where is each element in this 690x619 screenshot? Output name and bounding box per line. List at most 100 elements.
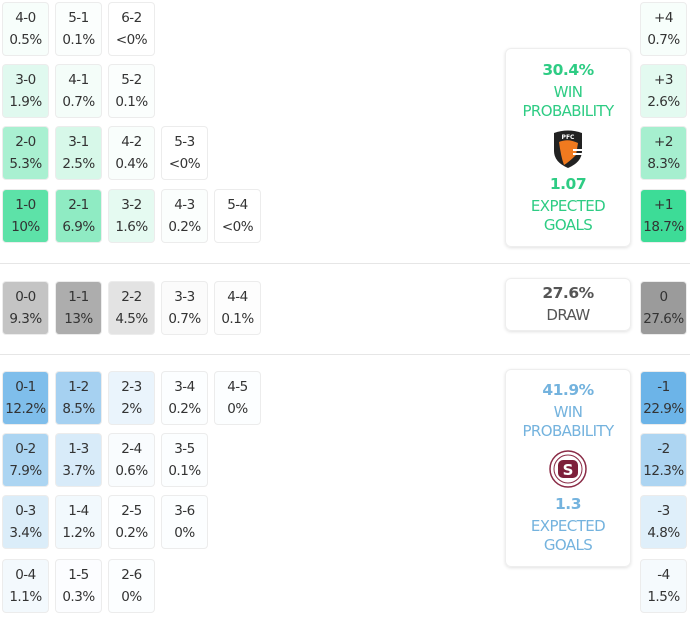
- cell-pct: 1.5%: [647, 589, 680, 605]
- scoreline-cell: 3-0 1.9%: [2, 64, 49, 118]
- cell-pct: 0.1%: [62, 32, 95, 48]
- cell-pct: 1.6%: [115, 219, 148, 235]
- cell-pct: 0.1%: [221, 311, 254, 327]
- cell-score: 3-6: [174, 503, 195, 519]
- scoreline-cell: 1-1 13%: [55, 281, 102, 335]
- cell-pct: 12.2%: [5, 401, 46, 417]
- goal-margin-cell: -2 12.3%: [640, 433, 687, 487]
- cell-pct: 9.3%: [9, 311, 42, 327]
- cell-pct: 0%: [121, 589, 142, 605]
- cell-pct: 1.1%: [9, 589, 42, 605]
- scoreline-cell: 4-5 0%: [214, 371, 261, 425]
- scoreline-cell: 1-2 8.5%: [55, 371, 102, 425]
- cell-pct: 6.9%: [62, 219, 95, 235]
- scoreline-cell: 5-3 <0%: [161, 126, 208, 180]
- scoreline-cell: 4-1 0.7%: [55, 64, 102, 118]
- scoreline-cell: 3-4 0.2%: [161, 371, 208, 425]
- away-team-logo-icon: S: [549, 450, 587, 488]
- scoreline-cell: 5-2 0.1%: [108, 64, 155, 118]
- cell-score: +2: [654, 134, 673, 150]
- cell-score: 6-2: [121, 10, 142, 26]
- cell-score: -2: [657, 441, 670, 457]
- cell-pct: 0.3%: [62, 589, 95, 605]
- cell-pct: 2%: [121, 401, 142, 417]
- cell-score: 2-4: [121, 441, 142, 457]
- cell-score: 5-3: [174, 134, 195, 150]
- scoreline-cell: 5-4 <0%: [214, 189, 261, 243]
- scoreline-cell: 2-4 0.6%: [108, 433, 155, 487]
- scoreline-cell: 4-2 0.4%: [108, 126, 155, 180]
- cell-score: 2-5: [121, 503, 142, 519]
- cell-score: 4-5: [227, 379, 248, 395]
- draw-label: DRAW: [546, 306, 590, 324]
- cell-score: -3: [657, 503, 670, 519]
- cell-pct: <0%: [168, 156, 201, 172]
- cell-score: 1-2: [68, 379, 89, 395]
- goal-margin-cell: -4 1.5%: [640, 559, 687, 613]
- cell-pct: 7.9%: [9, 463, 42, 479]
- scoreline-cell: 3-2 1.6%: [108, 189, 155, 243]
- cell-score: 5-1: [68, 10, 89, 26]
- scoreline-cell: 0-3 3.4%: [2, 495, 49, 549]
- goal-margin-cell: +2 8.3%: [640, 126, 687, 180]
- divider: [0, 263, 690, 264]
- cell-pct: 0.5%: [9, 32, 42, 48]
- scoreline-cell: 0-0 9.3%: [2, 281, 49, 335]
- cell-pct: 0.2%: [168, 401, 201, 417]
- scoreline-cell: 2-0 5.3%: [2, 126, 49, 180]
- cell-pct: 1.9%: [9, 94, 42, 110]
- cell-score: 4-4: [227, 289, 248, 305]
- cell-score: 0-1: [15, 379, 36, 395]
- cell-pct: 27.6%: [643, 311, 684, 327]
- cell-pct: 12.3%: [643, 463, 684, 479]
- scoreline-cell: 1-4 1.2%: [55, 495, 102, 549]
- cell-score: 2-1: [68, 197, 89, 213]
- cell-pct: 3.7%: [62, 463, 95, 479]
- cell-score: 3-2: [121, 197, 142, 213]
- home-win-pct: 30.4%: [542, 60, 594, 79]
- cell-score: 1-4: [68, 503, 89, 519]
- cell-pct: 4.8%: [647, 525, 680, 541]
- cell-score: 5-2: [121, 72, 142, 88]
- cell-pct: 3.4%: [9, 525, 42, 541]
- goal-margin-cell: +3 2.6%: [640, 64, 687, 118]
- cell-score: -1: [657, 379, 670, 395]
- cell-score: -4: [657, 567, 670, 583]
- cell-score: 1-1: [68, 289, 89, 305]
- cell-score: 1-3: [68, 441, 89, 457]
- cell-score: 2-0: [15, 134, 36, 150]
- svg-text:PFC: PFC: [562, 134, 575, 141]
- away-xg-label: EXPECTED: [530, 517, 606, 535]
- home-xg-label: EXPECTED: [530, 196, 606, 215]
- cell-score: +1: [654, 197, 673, 213]
- scoreline-cell: 3-6 0%: [161, 495, 208, 549]
- scoreline-cell: 4-4 0.1%: [214, 281, 261, 335]
- cell-score: 0-3: [15, 503, 36, 519]
- cell-score: 1-5: [68, 567, 89, 583]
- cell-pct: 0.6%: [115, 463, 148, 479]
- scoreline-cell: 1-3 3.7%: [55, 433, 102, 487]
- home-summary-card: 30.4% WIN PROBABILITY PFC 1.07 EXPECTED …: [505, 48, 631, 247]
- divider: [0, 354, 690, 355]
- scoreline-cell: 5-1 0.1%: [55, 2, 102, 56]
- goal-margin-cell: -1 22.9%: [640, 371, 687, 425]
- draw-pct: 27.6%: [542, 284, 594, 302]
- goal-margin-cell: +4 0.7%: [640, 2, 687, 56]
- cell-score: 5-4: [227, 197, 248, 213]
- away-win-label: WIN: [553, 403, 583, 421]
- away-win-label-2: PROBABILITY: [522, 422, 614, 440]
- cell-score: 0: [659, 289, 668, 305]
- scoreline-cell: 3-3 0.7%: [161, 281, 208, 335]
- home-xg: 1.07: [549, 174, 587, 193]
- scoreline-cell: 4-0 0.5%: [2, 2, 49, 56]
- goal-margin-cell: +1 18.7%: [640, 189, 687, 243]
- scoreline-cell: 0-4 1.1%: [2, 559, 49, 613]
- cell-pct: 0.2%: [115, 525, 148, 541]
- scoreline-cell: 0-2 7.9%: [2, 433, 49, 487]
- scoreline-cell: 6-2 <0%: [108, 2, 155, 56]
- scoreline-cell: 1-5 0.3%: [55, 559, 102, 613]
- cell-pct: 0.4%: [115, 156, 148, 172]
- cell-pct: 4.5%: [115, 311, 148, 327]
- draw-summary-card: 27.6% DRAW: [505, 278, 631, 331]
- away-xg: 1.3: [555, 495, 581, 513]
